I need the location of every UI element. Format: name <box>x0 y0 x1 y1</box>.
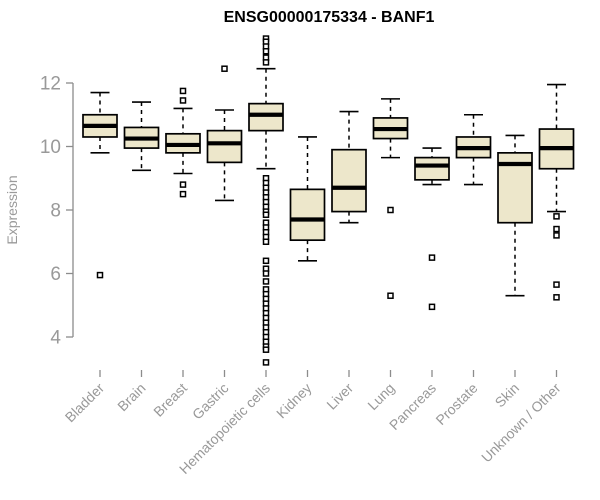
boxplot-group-skin <box>497 134 533 297</box>
outlier-point <box>428 254 436 261</box>
x-tick-label: Bladder <box>62 380 108 426</box>
boxplot-group-brain <box>123 101 160 172</box>
y-tick-label: 4 <box>50 328 61 349</box>
outlier-point <box>262 257 270 265</box>
x-tick-label: Unknown / Other <box>478 380 564 466</box>
chart-title: ENSG00000175334 - BANF1 <box>224 9 435 26</box>
boxplot-group-pancreas <box>414 147 450 311</box>
outlier-point <box>179 87 187 95</box>
x-tick-label: Breast <box>150 380 190 420</box>
boxplot-group-breast <box>165 87 201 198</box>
x-tick-label: Liver <box>323 380 356 413</box>
outlier-point <box>553 294 560 301</box>
boxplot-group-unknown-other <box>538 83 575 301</box>
boxplot-group-hematopoietic-cells <box>248 35 284 366</box>
x-tick-label: Kidney <box>273 380 315 422</box>
outlier-point <box>387 292 394 299</box>
boxplot-group-gastric <box>206 65 243 202</box>
outlier-point <box>553 281 560 288</box>
outlier-point <box>179 190 187 198</box>
x-tick-label: Lung <box>364 380 397 413</box>
boxplot-group-kidney <box>289 136 326 262</box>
y-tick-label: 12 <box>40 74 61 95</box>
outlier-point <box>262 278 270 285</box>
boxplot-group-prostate <box>455 113 492 186</box>
plot-area <box>82 35 575 366</box>
y-axis-label: Expression <box>4 175 20 244</box>
x-tick-label: Brain <box>114 380 148 414</box>
outlier-point <box>179 97 187 104</box>
outlier-point <box>387 206 394 214</box>
outlier-point <box>262 48 270 55</box>
boxplot-group-lung <box>372 98 409 299</box>
x-tick-label: Prostate <box>432 380 480 428</box>
outlier-point <box>553 213 560 220</box>
outlier-point <box>262 211 270 219</box>
outlier-point <box>553 232 560 239</box>
box <box>331 148 367 213</box>
outlier-point <box>262 359 270 366</box>
outlier-point <box>221 65 228 72</box>
boxplot-group-bladder <box>82 91 118 279</box>
x-tick-label: Skin <box>492 380 523 411</box>
outlier-point <box>262 59 270 66</box>
y-tick-label: 10 <box>40 137 61 158</box>
box <box>248 102 284 132</box>
outlier-point <box>262 270 270 277</box>
outlier-point <box>262 346 270 353</box>
box <box>289 188 326 242</box>
outlier-point <box>553 225 560 233</box>
outlier-point <box>96 271 104 279</box>
y-tick-label: 6 <box>50 264 61 285</box>
outlier-point <box>262 238 270 245</box>
box <box>206 129 243 164</box>
boxplot-group-liver <box>331 110 367 224</box>
outlier-point <box>428 303 436 311</box>
outlier-point <box>179 181 187 188</box>
box <box>414 156 450 181</box>
y-tick-label: 8 <box>50 201 61 222</box>
